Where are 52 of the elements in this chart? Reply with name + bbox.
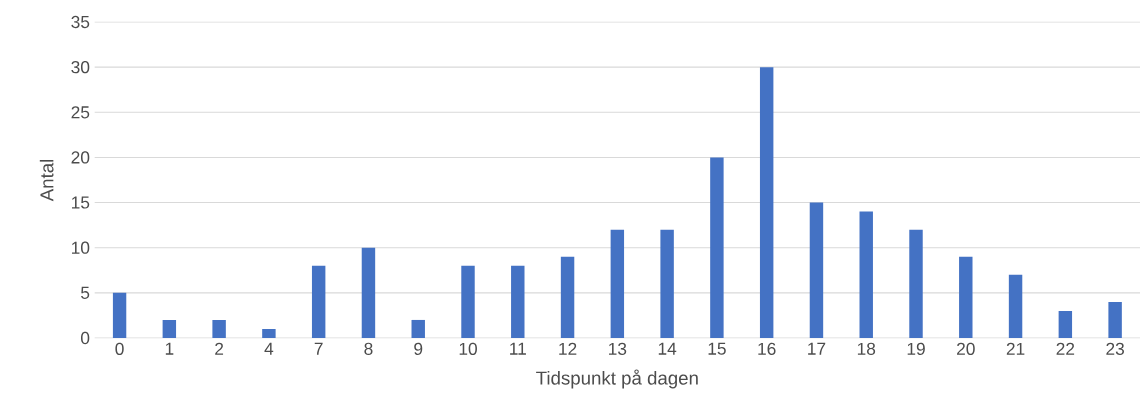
y-tick-label: 0	[80, 331, 90, 345]
x-tick-label: 8	[364, 342, 373, 355]
bar	[162, 319, 177, 338]
x-tick-label: 10	[459, 342, 477, 355]
x-tick-label: 22	[1056, 342, 1075, 355]
y-tick-label: 25	[71, 106, 90, 119]
x-tick-label: 11	[510, 342, 526, 355]
y-tick-label: 5	[81, 286, 90, 299]
x-tick-label: 9	[414, 342, 423, 355]
x-tick-label: 19	[907, 342, 925, 355]
bar	[112, 292, 127, 338]
x-tick-label: 7	[314, 342, 323, 355]
y-tick-label: 15	[72, 196, 90, 209]
bar	[610, 229, 625, 338]
bar	[809, 202, 824, 338]
x-tick-label: 2	[215, 342, 224, 355]
x-tick-label: 0	[115, 342, 124, 355]
bar	[859, 211, 873, 338]
x-tick-label: 21	[1006, 342, 1025, 355]
y-tick-label: 35	[71, 15, 90, 29]
y-tick-label: 30	[71, 61, 90, 74]
y-tick-label: 10	[72, 241, 90, 254]
bar	[959, 256, 973, 338]
bar	[1008, 274, 1023, 338]
x-tick-label: 1	[165, 342, 174, 355]
bar	[311, 265, 326, 338]
y-axis-title: Antal	[39, 159, 54, 202]
bar	[660, 229, 674, 338]
x-tick-label: 12	[559, 342, 577, 355]
x-tick-label: 23	[1106, 342, 1125, 355]
bar	[560, 256, 575, 338]
bar	[511, 265, 525, 338]
x-tick-label: 15	[708, 342, 726, 355]
bar	[759, 67, 774, 338]
x-tick-label: 14	[658, 342, 677, 355]
bar	[411, 319, 425, 338]
x-axis-title: Tidspunkt på dagen	[536, 369, 698, 389]
bar	[262, 328, 276, 338]
x-tick-label: 16	[758, 342, 776, 355]
x-tick-label: 13	[609, 342, 627, 355]
bar	[461, 265, 475, 338]
bar	[909, 229, 923, 338]
x-tick-label: 18	[857, 342, 876, 355]
x-tick-label: 4	[264, 342, 274, 355]
bar	[361, 247, 376, 338]
x-tick-label: 17	[808, 342, 826, 355]
bar	[212, 319, 226, 338]
bar	[1058, 310, 1073, 338]
y-tick-label: 20	[71, 151, 90, 164]
bar	[1108, 301, 1122, 338]
x-tick-label: 20	[957, 342, 975, 355]
bar	[710, 157, 724, 338]
